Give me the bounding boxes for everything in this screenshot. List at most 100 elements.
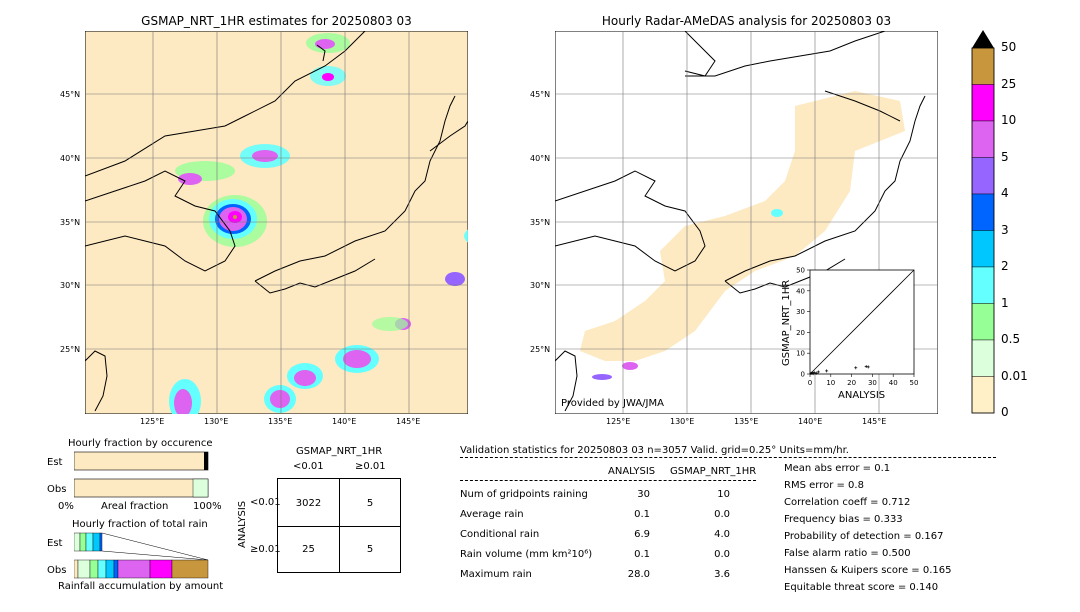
- scatter-point: [816, 370, 820, 374]
- scatter-xtick: 20: [847, 379, 856, 387]
- scatter-xtick: 10: [826, 379, 835, 387]
- right-lat-label: 35°N: [530, 218, 551, 227]
- validation-divider: [460, 457, 996, 458]
- scatter-point: [854, 366, 858, 370]
- occurence-est-label: Est: [47, 457, 63, 468]
- colorbar: [971, 30, 995, 414]
- validation-score: Mean abs error = 0.1: [784, 463, 891, 474]
- scatter-ylabel: GSMAP_NRT_1HR: [781, 279, 792, 366]
- occurence-bar-est-tail: [204, 452, 208, 470]
- validation-score: False alarm ratio = 0.500: [784, 548, 911, 559]
- colorbar-segment: [971, 157, 995, 195]
- colorbar-segment: [971, 47, 995, 85]
- occurence-obs-label: Obs: [47, 484, 67, 495]
- validation-col-gsmap: GSMAP_NRT_1HR: [670, 466, 757, 477]
- totalrain-chart: [74, 532, 209, 579]
- totalrain-title: Hourly fraction of total rain: [72, 519, 208, 530]
- validation-score: Correlation coeff = 0.712: [784, 497, 911, 508]
- validation-row-gsmap: 0.0: [714, 549, 730, 560]
- colorbar-label: 4: [1001, 186, 1009, 200]
- validation-row-analysis: 0.1: [634, 549, 650, 560]
- scatter-ytick: 40: [796, 287, 805, 295]
- colorbar-label: 0.01: [1001, 368, 1028, 383]
- left-lat-label: 25°N: [60, 345, 81, 354]
- right-lat-label: 40°N: [530, 154, 551, 163]
- right-lon-label: 125°E: [606, 417, 631, 426]
- validation-score: Hanssen & Kuipers score = 0.165: [784, 565, 952, 576]
- left-lon-label: 135°E: [268, 417, 293, 426]
- right-lon-label: 130°E: [670, 417, 695, 426]
- left-lat-label: 35°N: [60, 218, 81, 227]
- colorbar-extend-arrow: [972, 30, 994, 48]
- colorbar-segment: [971, 84, 995, 122]
- right-map-grid: [555, 31, 938, 414]
- contingency-cell: 25: [302, 544, 315, 555]
- validation-row-analysis: 30: [637, 489, 650, 500]
- right-lat-label: 30°N: [530, 281, 551, 290]
- colorbar-segment: [971, 303, 995, 341]
- left-lon-label: 125°E: [140, 417, 165, 426]
- occurence-chart: [74, 451, 209, 498]
- occurence-axis-left: 0%: [58, 501, 74, 512]
- colorbar-segment: [971, 120, 995, 158]
- validation-row-label: Num of gridpoints raining: [460, 489, 588, 500]
- contingency-col-label: <0.01: [293, 461, 324, 472]
- scatter-xtick: 40: [889, 379, 898, 387]
- occurence-bar-obs-tail: [192, 478, 209, 498]
- contingency-cell: 5: [366, 544, 374, 555]
- colorbar-label: 5: [1001, 149, 1009, 164]
- validation-row-analysis: 0.1: [634, 509, 650, 520]
- colorbar-segment: [971, 266, 995, 304]
- scatter-point: [814, 371, 818, 375]
- colorbar-label: 1: [1001, 295, 1009, 310]
- contingency-cell: 5: [366, 498, 374, 509]
- validation-row-label: Rain volume (mm km²10⁶): [460, 549, 593, 560]
- scatter-point: [812, 370, 816, 374]
- scatter-ytick: 30: [796, 308, 805, 316]
- colorbar-label: 2: [1001, 259, 1009, 273]
- left-lat-label: 40°N: [60, 154, 81, 163]
- colorbar-label: 3: [1001, 222, 1009, 237]
- right-map-title: Hourly Radar-AMeDAS analysis for 2025080…: [601, 14, 892, 28]
- left-lon-label: 145°E: [396, 417, 421, 426]
- validation-row-analysis: 28.0: [627, 569, 650, 580]
- contingency-row-label: <0.01: [250, 497, 281, 508]
- contingency-row-title: ANALYSIS: [237, 500, 248, 548]
- scatter-ytick: 50: [796, 267, 805, 275]
- right-map-coastline: [555, 31, 926, 412]
- validation-col-divider: [460, 480, 756, 481]
- validation-col-analysis: ANALYSIS: [608, 466, 656, 477]
- left-lon-label: 140°E: [332, 417, 357, 426]
- totalrain-obs-label: Obs: [47, 565, 67, 576]
- validation-score: RMS error = 0.8: [784, 480, 864, 491]
- left-map-title: GSMAP_NRT_1HR estimates for 20250803 03: [141, 14, 412, 28]
- totalrain-est: [74, 532, 103, 552]
- right-map-rain: [592, 209, 783, 380]
- right-lon-label: 145°E: [862, 417, 887, 426]
- validation-row-label: Maximum rain: [460, 569, 532, 580]
- validation-row-gsmap: 10: [717, 489, 730, 500]
- scatter-point: [866, 365, 870, 369]
- scatter-point: [864, 365, 868, 369]
- occurence-title: Hourly fraction by occurence: [68, 438, 213, 449]
- occurence-bar-obs: [74, 478, 209, 498]
- scatter-point: [825, 369, 829, 373]
- contingency-cell: 3022: [295, 498, 322, 509]
- validation-row-gsmap: 3.6: [714, 569, 730, 580]
- left-map-rain: [169, 33, 468, 414]
- right-lat-label: 45°N: [530, 90, 551, 99]
- validation-header: Validation statistics for 20250803 03 n=…: [460, 445, 849, 456]
- colorbar-label: 50: [1001, 40, 1017, 54]
- scatter-plot: 0 10 20 30 40 50 0 10 20 30 40 50: [796, 267, 918, 388]
- colorbar-label: 0.5: [1001, 332, 1021, 346]
- colorbar-segment: [971, 339, 995, 377]
- colorbar-label: 0: [1001, 405, 1009, 419]
- validation-score: Equitable threat score = 0.140: [784, 582, 939, 593]
- scatter-xtick: 0: [808, 379, 812, 387]
- left-map-grid: [85, 31, 468, 414]
- validation-score: Probability of detection = 0.167: [784, 531, 944, 542]
- contingency-col-label: ≥0.01: [355, 461, 386, 472]
- validation-score: Frequency bias = 0.333: [784, 514, 903, 525]
- left-lat-label: 45°N: [60, 90, 81, 99]
- contingency-row-label: ≥0.01: [250, 544, 281, 555]
